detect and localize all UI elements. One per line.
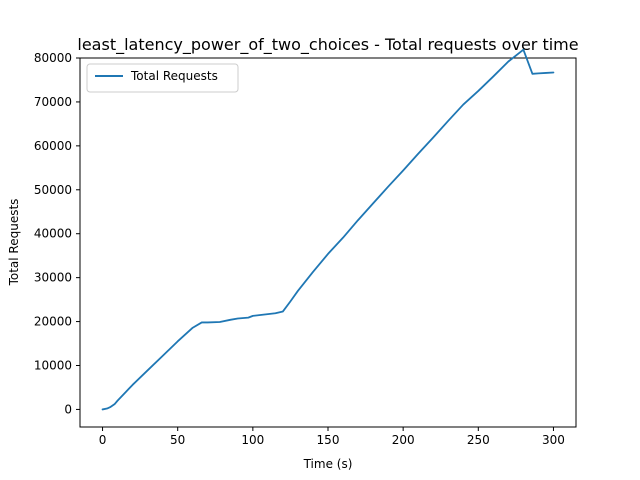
y-tick-label: 70000 (34, 95, 72, 109)
y-tick-label: 50000 (34, 183, 72, 197)
x-tick-label: 150 (317, 433, 340, 447)
plot-area (79, 48, 577, 428)
plot-frame (79, 57, 577, 428)
y-tick-label: 80000 (34, 51, 72, 65)
y-tick-label: 0 (64, 402, 72, 416)
y-tick-label: 10000 (34, 359, 72, 373)
x-tick-label: 250 (467, 433, 490, 447)
chart-title: least_latency_power_of_two_choices - Tot… (77, 35, 578, 55)
series-line-0 (101, 48, 555, 411)
legend-box (86, 63, 239, 93)
x-tick-label: 50 (170, 433, 185, 447)
x-tick-label: 200 (392, 433, 415, 447)
legend: Total Requests (86, 63, 239, 93)
series-layer (101, 48, 555, 411)
y-tick-label: 40000 (34, 227, 72, 241)
x-axis-ticks: 0 50 100 150 200 250 300 (99, 427, 565, 447)
legend-label: Total Requests (130, 69, 218, 83)
y-axis-label: Total Requests (7, 199, 21, 287)
x-axis-label: Time (s) (303, 457, 353, 471)
y-tick-label: 20000 (34, 315, 72, 329)
x-tick-label: 100 (241, 433, 264, 447)
y-axis-ticks: 0 10000 20000 30000 40000 50000 60000 70000 8000… (34, 51, 80, 416)
y-tick-label: 30000 (34, 271, 72, 285)
x-tick-label: 300 (542, 433, 565, 447)
x-tick-label: 0 (99, 433, 107, 447)
y-tick-label: 60000 (34, 139, 72, 153)
